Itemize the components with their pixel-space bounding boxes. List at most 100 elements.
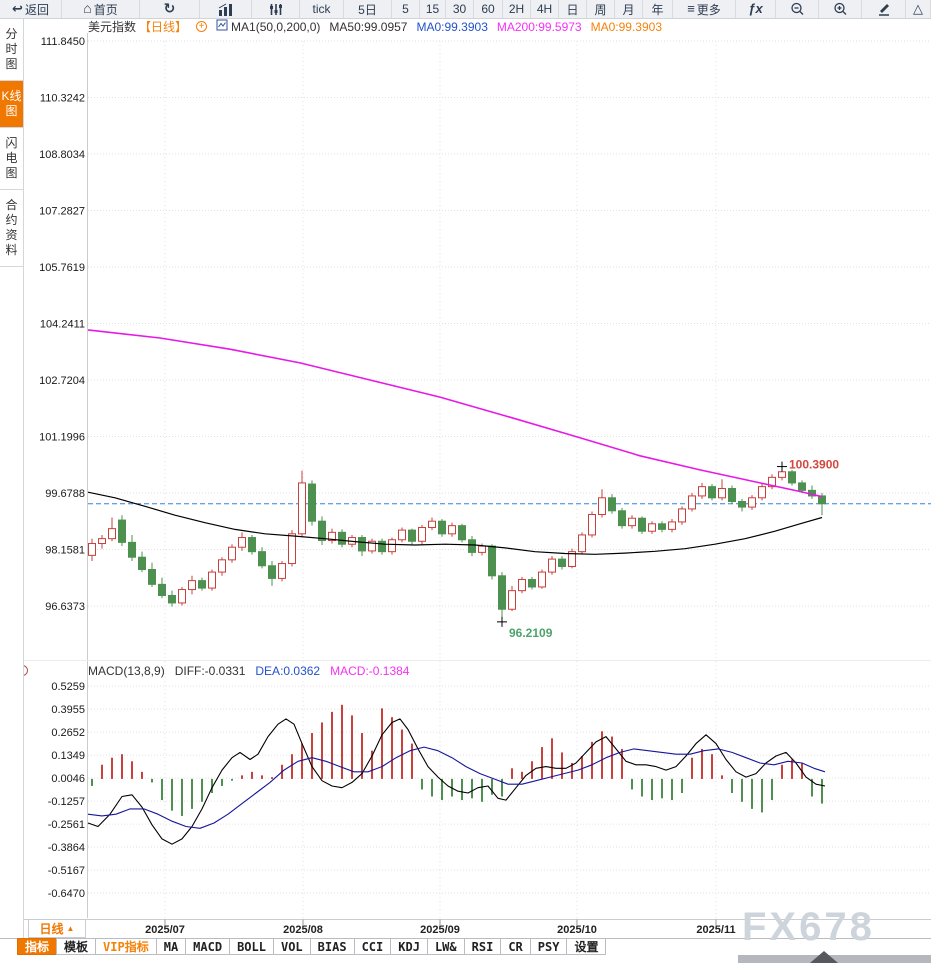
period-5day-button[interactable]: 5日 — [344, 0, 392, 18]
period-year-button[interactable]: 年 — [643, 0, 673, 18]
svg-text:2025/11: 2025/11 — [696, 924, 735, 936]
tab-cr[interactable]: CR — [500, 938, 531, 955]
home-icon: ⌂ — [83, 0, 92, 16]
svg-text:0.2652: 0.2652 — [51, 727, 85, 739]
svg-text:98.1581: 98.1581 — [45, 544, 85, 556]
high-price-label: 100.3900 — [789, 458, 839, 472]
zoom-in-button[interactable] — [819, 0, 862, 18]
svg-text:105.7619: 105.7619 — [39, 262, 85, 274]
tab-settings[interactable]: 设置 — [566, 938, 607, 955]
triangle-icon: △ — [913, 1, 923, 16]
gridlines — [88, 40, 931, 918]
tab-ma[interactable]: MA — [155, 938, 187, 955]
tab-bias[interactable]: BIAS — [309, 938, 355, 955]
sliders-icon — [269, 3, 283, 16]
sidebar-item-kline-chart[interactable]: K线图 — [0, 81, 23, 128]
pencil-icon — [877, 2, 891, 16]
tab-boll[interactable]: BOLL — [229, 938, 274, 955]
more-button[interactable]: ≡ 更多 — [673, 0, 736, 18]
tab-macd[interactable]: MACD — [185, 938, 231, 955]
more-button-label: 更多 — [696, 2, 721, 17]
svg-text:2025/09: 2025/09 — [420, 924, 460, 936]
shapes-button[interactable]: △ — [906, 0, 931, 18]
ma0-blue-value: MA0:99.3903 — [416, 19, 488, 34]
svg-text:-0.3864: -0.3864 — [48, 842, 85, 854]
period-year-button-label: 年 — [651, 2, 664, 17]
period-30-button[interactable]: 30 — [446, 0, 474, 18]
draw-button[interactable] — [862, 0, 906, 18]
tab-templates[interactable]: 模板 — [56, 938, 97, 955]
svg-text:108.8034: 108.8034 — [39, 149, 85, 161]
chart-frame — [0, 33, 931, 939]
sidebar-item-contract-info[interactable]: 合约资料 — [0, 190, 23, 267]
macd-definition: MACD(13,8,9) — [88, 663, 165, 678]
svg-text:107.2827: 107.2827 — [39, 205, 85, 217]
tab-lw[interactable]: LW& — [426, 938, 465, 955]
zoom-out-button[interactable] — [776, 0, 819, 18]
tab-cci[interactable]: CCI — [353, 938, 392, 955]
svg-text:0.5259: 0.5259 — [51, 681, 85, 693]
candles-layer — [88, 466, 826, 622]
period-label[interactable]: 【日线】 — [139, 20, 188, 34]
svg-text:0.0046: 0.0046 — [51, 773, 85, 785]
y-axis-labels: 111.8450 110.3242 108.8034 107.2827 105.7619… — [39, 36, 85, 900]
svg-text:111.8450: 111.8450 — [41, 36, 85, 48]
mini-chart-icon — [216, 19, 228, 34]
tab-kdj[interactable]: KDJ — [390, 938, 428, 955]
home-button[interactable]: ⌂ 首页 — [62, 0, 140, 18]
chart-style-button[interactable] — [200, 0, 252, 18]
tab-indicators[interactable]: 指标 — [17, 938, 58, 955]
back-button-label: 返回 — [24, 2, 49, 17]
period-day-button[interactable]: 日 — [559, 0, 587, 18]
period-4h-button-label: 4H — [536, 2, 553, 16]
ma200-value: MA200:99.5973 — [496, 19, 582, 34]
tab-psy[interactable]: PSY — [529, 938, 568, 955]
zoom-in-icon — [833, 2, 848, 16]
chart-legend-row: 美元指数 【日线】 + MA1(50,0,200,0) MA50:99.0957… — [88, 19, 662, 34]
period-5-button[interactable]: 5 — [392, 0, 420, 18]
ma0-orange-value: MA0:99.3903 — [590, 19, 662, 34]
period-tick-button[interactable]: tick — [300, 0, 344, 18]
svg-text:-0.2561: -0.2561 — [48, 819, 85, 831]
tab-vip-indicators[interactable]: VIP指标 — [95, 938, 157, 955]
svg-text:102.7204: 102.7204 — [39, 375, 85, 387]
svg-text:-0.1257: -0.1257 — [48, 796, 85, 808]
price-annotations: 100.3900 96.2109 — [497, 458, 839, 640]
period-2h-button[interactable]: 2H — [503, 0, 531, 18]
x-axis-labels: 2025/07 2025/08 2025/09 2025/10 2025/11 — [145, 924, 735, 936]
sidebar-item-lightning-chart[interactable]: 闪电图 — [0, 128, 23, 190]
svg-text:104.2411: 104.2411 — [40, 319, 85, 331]
period-month-button[interactable]: 月 — [615, 0, 643, 18]
add-symbol-icon[interactable]: + — [196, 21, 208, 32]
svg-text:110.3242: 110.3242 — [40, 93, 85, 105]
sidebar-item-time-chart[interactable]: 分时图 — [0, 19, 23, 81]
tab-vol[interactable]: VOL — [272, 938, 311, 955]
watermark: FX678 — [742, 905, 875, 949]
symbol-name[interactable]: 美元指数 — [88, 20, 137, 34]
refresh-button[interactable]: ↻ — [140, 0, 200, 18]
svg-text:0.3955: 0.3955 — [51, 704, 85, 716]
tab-rsi[interactable]: RSI — [463, 938, 502, 955]
period-60-button[interactable]: 60 — [474, 0, 503, 18]
toolbar: ↩ 返回 ⌂ 首页 ↻ tick 5日 5 15 30 60 2H 4H 日周月年 ≡ 更多 ƒx △ — [0, 0, 931, 19]
menu-icon: ≡ — [687, 1, 695, 16]
period-15-button-label: 15 — [425, 2, 440, 16]
svg-text:96.6373: 96.6373 — [45, 601, 85, 613]
scrollbar-handle-icon[interactable] — [810, 951, 838, 963]
back-button[interactable]: ↩ 返回 — [0, 0, 62, 18]
svg-text:101.1996: 101.1996 — [39, 432, 85, 444]
back-arrow-icon: ↩ — [12, 1, 23, 16]
fx-button[interactable]: ƒx — [736, 0, 776, 18]
chevron-up-icon: ▲ — [66, 924, 75, 933]
svg-text:0.1349: 0.1349 — [51, 750, 85, 762]
horizontal-scrollbar[interactable] — [738, 951, 931, 963]
period-4h-button[interactable]: 4H — [531, 0, 559, 18]
sidebar: 分时图 K线图 闪电图 合约资料 — [0, 19, 24, 938]
period-week-button[interactable]: 周 — [587, 0, 615, 18]
macd-lines — [87, 718, 826, 845]
period-month-button-label: 月 — [622, 2, 635, 17]
period-15-button[interactable]: 15 — [420, 0, 446, 18]
period-selector[interactable]: 日线 ▲ — [28, 919, 86, 938]
indicator-params-button[interactable] — [252, 0, 300, 18]
